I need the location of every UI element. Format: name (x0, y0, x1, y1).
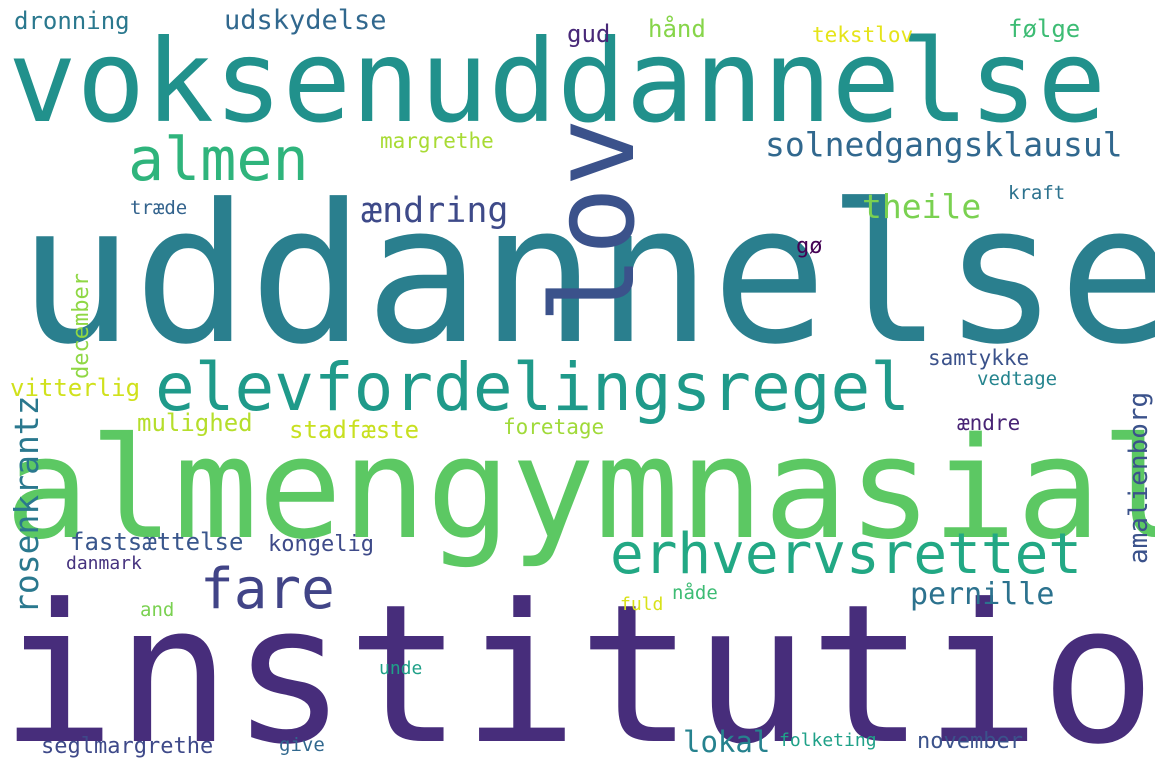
word-naade: nåde (672, 582, 718, 604)
word-erhvervsrettet: erhvervsrettet (610, 522, 1083, 587)
word-solnedgangsklausul: solnedgangsklausul (765, 125, 1123, 164)
word-amalienborg: amalienborg (1124, 391, 1154, 564)
word-november: november (917, 729, 1023, 754)
word-samtykke: samtykke (928, 346, 1030, 370)
word-give: give (279, 734, 325, 756)
word-unde: unde (379, 658, 423, 679)
word-foretage: foretage (503, 415, 605, 439)
word-kraft: kraft (1008, 182, 1066, 204)
word-folge: følge (1008, 15, 1081, 43)
word-folketing: folketing (779, 730, 877, 751)
word-rosenkrantz: rosenkrantz (7, 395, 46, 614)
word-fare: fare (200, 557, 335, 622)
word-almen: almen (128, 125, 309, 195)
word-danmark: danmark (66, 553, 142, 574)
word-voksenuddannelse: voksenuddannelse (8, 15, 1107, 148)
word-seglmargrethe: seglmargrethe (41, 734, 214, 759)
word-pernille: pernille (910, 577, 1055, 612)
word-traede: træde (130, 197, 188, 219)
word-lov: lov (527, 118, 660, 324)
word-vitterlig: vitterlig (10, 374, 141, 402)
word-almengymnasial: almengymnasial (5, 408, 1155, 571)
word-udskydelse: udskydelse (224, 5, 387, 36)
word-fuld: fuld (620, 594, 664, 615)
word-kongelig: kongelig (268, 532, 374, 557)
word-gud: gud (567, 20, 611, 48)
word-aendre: ændre (957, 411, 1021, 435)
word-margrethe: margrethe (380, 129, 494, 153)
word-elevfordelingsregel: elevfordelingsregel (155, 349, 910, 426)
word-tekstlov: tekstlov (812, 23, 914, 47)
word-theile: theile (862, 187, 982, 226)
word-vedtage: vedtage (977, 368, 1058, 390)
word-fastsaettelse: fastsættelse (70, 528, 244, 556)
word-mulighed: mulighed (137, 409, 253, 437)
word-lokal: lokal (683, 725, 771, 759)
word-haand: hånd (648, 15, 706, 43)
word-stadfaeste: stadfæste (289, 416, 420, 444)
word-december: december (69, 273, 94, 379)
word-uddannelse: uddannelse (18, 164, 1155, 387)
word-aendring: ændring (361, 191, 509, 231)
word-dronning: dronning (14, 7, 130, 35)
word-and: and (140, 599, 175, 621)
word-go: gø (796, 234, 823, 259)
word-institution: institution (0, 564, 1155, 770)
